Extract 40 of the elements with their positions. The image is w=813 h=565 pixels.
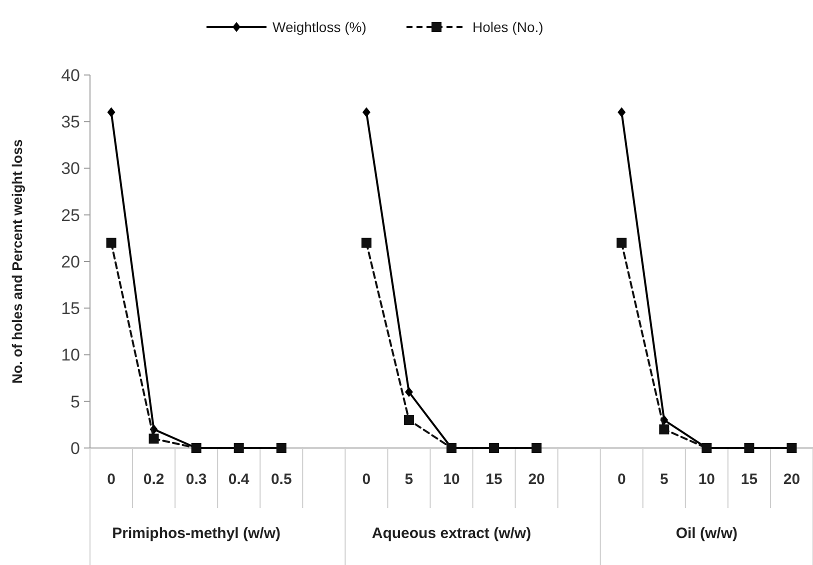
x-tick-label: 0.4 xyxy=(228,471,250,488)
point xyxy=(107,107,116,118)
point xyxy=(362,107,370,118)
y-axis-title: No. of holes and Percent weight loss xyxy=(9,139,25,384)
y-tick-label: 30 xyxy=(61,159,80,178)
legend-label: Weightloss (%) xyxy=(272,18,366,35)
y-tick-label: 0 xyxy=(70,438,80,458)
x-tick-label: 15 xyxy=(740,471,758,488)
y-tick-label: 5 xyxy=(70,392,80,412)
y-tick-label: 15 xyxy=(61,299,80,318)
text: Oil (w/w) xyxy=(676,525,738,542)
point xyxy=(106,238,116,248)
x-tick-label: 0.3 xyxy=(186,471,207,488)
y-tick-label: 35 xyxy=(61,112,80,132)
point xyxy=(361,238,372,248)
y-tick-label: 25 xyxy=(61,206,80,225)
x-tick-label: 0 xyxy=(617,471,626,488)
x-tick-label: 5 xyxy=(404,471,414,488)
x-tick-label: 0.2 xyxy=(143,471,164,488)
point xyxy=(659,424,670,434)
x-tick-label: 20 xyxy=(783,471,800,488)
y-tick-label: 40 xyxy=(61,66,80,85)
x-tick-label: 0.5 xyxy=(270,471,292,488)
x-tick-label: 5 xyxy=(660,471,668,488)
point xyxy=(404,387,413,398)
x-tick-label: 20 xyxy=(528,471,545,488)
y-tick-label: 20 xyxy=(61,252,80,272)
x-tick-label: 15 xyxy=(486,471,502,488)
legend-label: Holes (No.) xyxy=(472,18,544,35)
x-tick-label: 10 xyxy=(443,471,460,488)
y-tick-label: 10 xyxy=(61,346,80,365)
text: Aqueous extract (w/w) xyxy=(372,525,532,542)
point xyxy=(616,238,627,248)
x-tick-label: 10 xyxy=(698,471,716,488)
point xyxy=(618,107,626,118)
x-tick-label: 0 xyxy=(362,471,371,488)
point xyxy=(148,434,159,444)
text: Primiphos-methyl (w/w) xyxy=(112,525,281,542)
point xyxy=(404,415,414,426)
x-tick-label: 0 xyxy=(107,471,116,488)
